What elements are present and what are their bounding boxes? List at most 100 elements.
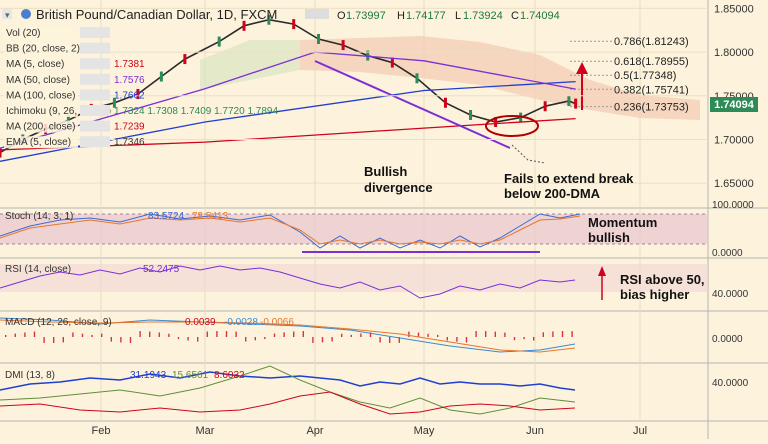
legend-row-bg: [4, 27, 78, 39]
macd-bar: [53, 337, 55, 343]
legend-settings-icon[interactable]: [80, 136, 110, 148]
macd-bar: [91, 334, 93, 337]
legend-row-bg: [4, 73, 78, 86]
legend-label[interactable]: EMA (5, close): [6, 137, 71, 148]
macd-bar: [24, 332, 26, 337]
stoch-label: Stoch (14, 3, 1): [5, 211, 73, 222]
legend-settings-icon[interactable]: [80, 73, 110, 85]
dmi-value-1: 31.1943: [130, 370, 167, 381]
macd-bar: [216, 331, 218, 337]
legend-label[interactable]: MA (100, close): [6, 90, 75, 101]
candle: [415, 73, 419, 84]
ohlc-open-prefix: O: [337, 10, 346, 22]
ohlc-low: 1.73924: [463, 10, 503, 22]
arrow-head: [576, 62, 588, 74]
settings-icon[interactable]: [305, 9, 329, 19]
candle: [217, 36, 221, 47]
macd-axis-0: 0.0000: [712, 334, 743, 345]
x-axis-label: Jul: [633, 425, 647, 437]
x-axis-label: Mar: [196, 425, 215, 437]
macd-bar: [446, 337, 448, 341]
stoch-d-value: 78.5413: [192, 211, 229, 222]
macd-value-1: 0.0039: [185, 317, 216, 328]
macd-bar: [341, 333, 343, 337]
candle: [469, 109, 473, 120]
legend-label[interactable]: MA (200, close): [6, 122, 75, 133]
macd-value-2: -0.0028: [224, 317, 258, 328]
macd-bar: [264, 337, 266, 340]
legend-label[interactable]: BB (20, close, 2): [6, 44, 80, 55]
stoch-k-value: 83.5724: [148, 211, 185, 222]
legend-label[interactable]: Vol (20): [6, 28, 40, 39]
macd-bar: [523, 337, 525, 340]
legend-settings-icon[interactable]: [80, 89, 110, 101]
fib-label: 0.618(1.78955): [614, 56, 689, 68]
macd-bar: [408, 331, 410, 337]
macd-bar: [312, 337, 314, 343]
dmi-adx-line: [0, 371, 576, 391]
legend-value: 1.7381: [114, 59, 145, 70]
macd-bar: [43, 337, 45, 343]
legend-value: 1.7239: [114, 122, 145, 133]
fib-label: 0.382(1.75741): [614, 84, 689, 96]
price-axis-label: 1.70000: [714, 134, 754, 146]
macd-value-3: -0.0066: [260, 317, 294, 328]
macd-bar: [187, 337, 189, 341]
macd-bar: [369, 332, 372, 337]
rsi-axis-40: 40.0000: [712, 289, 749, 300]
macd-bar: [350, 334, 352, 337]
macd-bar: [504, 332, 506, 337]
macd-bar: [389, 337, 391, 343]
candle: [112, 97, 116, 108]
macd-bar: [571, 331, 573, 337]
macd-bar: [465, 337, 468, 343]
legend-row-bg: [4, 136, 78, 149]
rsi-value: 52.2475: [143, 264, 180, 275]
legend-settings-icon[interactable]: [80, 105, 110, 116]
x-axis-label: Apr: [306, 425, 323, 437]
last-price-badge: [710, 97, 758, 112]
candle: [567, 96, 571, 107]
legend-settings-icon[interactable]: [80, 42, 110, 54]
dmi-panel: [0, 364, 708, 420]
arrow-head: [598, 266, 606, 276]
macd-bar: [456, 337, 458, 342]
x-axis-label: May: [414, 425, 435, 437]
legend-label[interactable]: MA (50, close): [6, 75, 70, 86]
macd-bar: [417, 332, 420, 337]
rsi-band: [0, 264, 708, 292]
legend-settings-icon[interactable]: [80, 27, 110, 38]
legend-settings-icon[interactable]: [80, 120, 110, 132]
macd-bar: [321, 337, 324, 343]
macd-bar: [331, 337, 333, 342]
rsi-line: [0, 265, 576, 299]
legend-settings-icon[interactable]: [80, 58, 110, 70]
candle: [366, 50, 370, 61]
macd-bar: [235, 331, 237, 337]
candle: [136, 89, 140, 100]
stoch-axis-0: 0.0000: [712, 248, 743, 259]
stoch-axis-100: 100.0000: [712, 200, 754, 211]
symbol-dot-icon: [21, 9, 31, 19]
macd-bar: [14, 333, 16, 337]
macd-bar: [197, 337, 199, 342]
legend-label[interactable]: Ichimoku (9, 26, 52, 26): [6, 106, 111, 117]
dmi-label: DMI (13, 8): [5, 370, 55, 381]
legend-label[interactable]: MA (5, close): [6, 59, 64, 70]
dmi-value-2: 15.6561: [172, 370, 209, 381]
highlight-ellipse: [485, 115, 539, 137]
macd-bar: [225, 331, 228, 337]
collapse-icon[interactable]: [2, 9, 12, 19]
x-axis-label: Jun: [526, 425, 544, 437]
macd-bar: [561, 331, 564, 337]
ohlc-open: 1.73997: [346, 10, 386, 22]
candle: [159, 71, 163, 82]
dmi-plus-line: [0, 365, 576, 415]
annotation-momentum-bullish: Momentum bullish: [588, 215, 661, 245]
ohlc-close: 1.74094: [520, 10, 560, 22]
macd-bar: [302, 331, 304, 337]
macd-bar: [149, 331, 151, 337]
legend-value: 1.7346: [114, 137, 145, 148]
